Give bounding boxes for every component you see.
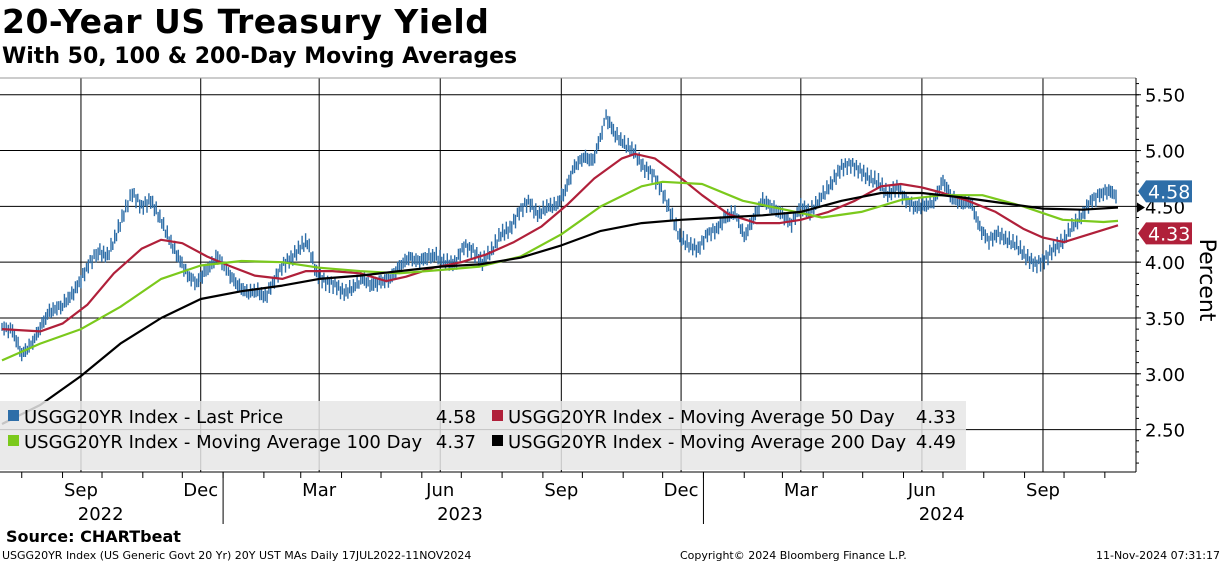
plot-frame	[0, 77, 1137, 473]
x-tick-label: Jun	[425, 480, 454, 501]
footer-timestamp: 11-Nov-2024 07:31:17	[1095, 549, 1220, 562]
year-label: 2024	[919, 504, 965, 525]
legend-value: 4.33	[916, 407, 956, 428]
y-tick-label: 4.00	[1145, 253, 1185, 274]
y-tick-label: 4.50	[1145, 197, 1185, 218]
x-tick-label: Mar	[302, 480, 337, 501]
y-tick-label: 5.00	[1145, 142, 1185, 163]
legend-label: USGG20YR Index - Moving Average 50 Day	[508, 407, 895, 428]
footer-copyright: Copyright© 2024 Bloomberg Finance L.P.	[680, 549, 907, 562]
x-tick-label: Dec	[183, 480, 218, 501]
ma200-marker	[1137, 202, 1145, 213]
year-label: 2023	[437, 504, 483, 525]
footer-description: USGG20YR Index (US Generic Govt 20 Yr) 2…	[2, 549, 472, 562]
chart-title: 20-Year US Treasury Yield	[2, 2, 490, 41]
moving-average-100-line	[1, 180, 1119, 362]
moving-average-50-line	[1, 152, 1119, 333]
y-tick-label: 2.50	[1145, 421, 1185, 442]
legend-value: 4.58	[436, 407, 476, 428]
legend-value: 4.37	[436, 432, 476, 453]
year-label: 2022	[78, 504, 124, 525]
x-axis: Sep Dec Mar Jun Sep Dec Mar Jun Sep 2022 2023 2024	[21, 472, 1106, 525]
legend-swatch	[492, 435, 503, 446]
x-tick-label: Sep	[544, 480, 578, 501]
legend: USGG20YR Index - Last Price 4.58 USGG20YR …	[0, 401, 966, 470]
moving-average-200-line	[1, 191, 1119, 425]
legend-label: USGG20YR Index - Last Price	[24, 407, 283, 428]
price-tags: 4.58 4.33	[1137, 180, 1192, 245]
price-tag-label: 4.33	[1148, 223, 1190, 245]
y-axis-label: Percent	[1194, 239, 1219, 322]
plot-series	[1, 109, 1119, 425]
legend-value: 4.49	[916, 432, 956, 453]
legend-swatch	[8, 435, 19, 446]
x-tick-label: Sep	[1026, 480, 1060, 501]
x-tick-label: Sep	[64, 480, 98, 501]
chart-subtitle: With 50, 100 & 200-Day Moving Averages	[2, 44, 518, 69]
source-label: Source: CHARTbeat	[6, 527, 181, 546]
x-tick-label: Jun	[907, 480, 936, 501]
last-price-line	[1, 109, 1117, 362]
x-tick-label: Mar	[784, 480, 819, 501]
price-tag-label: 4.58	[1148, 181, 1190, 203]
legend-label: USGG20YR Index - Moving Average 100 Day	[24, 432, 422, 453]
legend-label: USGG20YR Index - Moving Average 200 Day	[508, 432, 906, 453]
price-tag	[1138, 180, 1192, 203]
price-tag	[1138, 222, 1192, 245]
y-tick-label: 3.00	[1145, 365, 1185, 386]
x-tick-label: Dec	[664, 480, 699, 501]
legend-swatch	[492, 410, 503, 421]
legend-swatch	[8, 410, 19, 421]
y-tick-label: 5.50	[1145, 86, 1185, 107]
y-tick-label: 3.50	[1145, 309, 1185, 330]
legend-box	[0, 401, 966, 470]
y-axis: 2.50 3.00 3.50 4.00 4.50 5.00 5.50 Percent	[1136, 83, 1219, 464]
